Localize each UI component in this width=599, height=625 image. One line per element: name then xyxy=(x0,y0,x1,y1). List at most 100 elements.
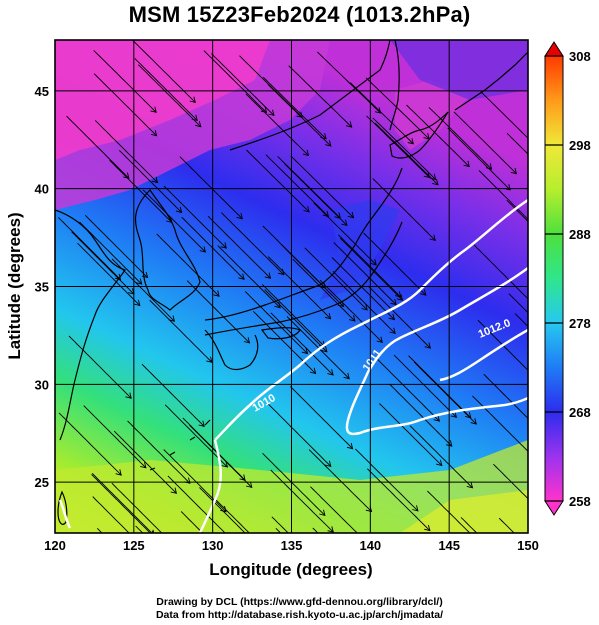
streamline xyxy=(480,91,528,139)
streamline xyxy=(290,386,353,450)
isobar-south xyxy=(198,439,222,533)
streamline-arrow xyxy=(564,190,570,196)
streamline-arrow xyxy=(114,273,122,281)
streamline-arrow xyxy=(199,246,207,253)
streamline-arrow xyxy=(141,271,149,279)
streamline-arrow xyxy=(361,304,368,311)
streamline xyxy=(264,289,328,353)
x-tick-label: 145 xyxy=(438,538,460,553)
streamline xyxy=(319,279,383,343)
streamline-arrow xyxy=(374,107,382,114)
x-tick-label: 135 xyxy=(281,538,303,553)
streamline-arrow xyxy=(274,301,281,309)
streamline xyxy=(186,280,250,344)
streamline xyxy=(262,452,326,516)
y-tick-label: 35 xyxy=(35,280,49,295)
streamline-arrow xyxy=(565,350,571,356)
streamline xyxy=(506,132,528,155)
y-axis-label: Latitude (degrees) xyxy=(5,212,24,359)
streamline-arrow xyxy=(412,505,419,512)
streamline xyxy=(286,316,350,380)
streamline-arrow xyxy=(175,206,183,214)
streamline xyxy=(447,127,511,191)
streamline xyxy=(111,482,163,533)
streamline xyxy=(118,150,182,213)
streamline xyxy=(283,163,348,226)
streamline xyxy=(245,93,309,156)
streamline xyxy=(262,225,326,289)
y-tick-label: 40 xyxy=(35,182,49,197)
streamline-arrow xyxy=(236,212,243,220)
plot-frame xyxy=(54,39,529,534)
streamline xyxy=(91,474,151,533)
streamline xyxy=(304,247,368,311)
y-tick-label: 45 xyxy=(35,84,49,99)
streamline-arrow xyxy=(192,582,198,588)
streamline xyxy=(92,496,130,533)
streamline xyxy=(66,115,130,179)
streamline xyxy=(331,257,395,320)
streamline xyxy=(246,149,310,213)
streamline xyxy=(156,233,220,297)
streamline-arrow xyxy=(321,345,328,353)
streamline-arrow xyxy=(154,585,160,591)
streamline-arrow xyxy=(256,544,262,550)
streamline xyxy=(376,358,440,422)
streamline-arrow xyxy=(333,584,339,590)
streamline-arrow xyxy=(484,547,490,553)
y-tick-labels: 25 30 35 40 45 xyxy=(35,84,49,490)
streamline xyxy=(460,517,478,533)
streamline-arrow xyxy=(538,148,544,154)
streamline-arrow xyxy=(243,337,251,344)
streamline xyxy=(367,285,431,349)
streamline-arrow xyxy=(301,347,309,355)
streamline-arrow xyxy=(324,312,332,320)
streamline-arrow xyxy=(556,575,562,581)
colorbar: 258 268 278 288 298 308 xyxy=(544,41,591,516)
streamline-arrow xyxy=(550,521,556,527)
streamline xyxy=(408,355,472,419)
streamline-arrow xyxy=(420,289,427,296)
streamline-arrow xyxy=(423,171,431,179)
streamline-arrow xyxy=(322,210,330,218)
streamline-arrow xyxy=(239,474,246,481)
streamline-arrow xyxy=(529,452,535,458)
streamline xyxy=(217,245,281,309)
streamline xyxy=(68,335,132,399)
streamline xyxy=(252,310,316,374)
streamline xyxy=(207,215,271,279)
streamline-arrow xyxy=(396,294,404,301)
streamline xyxy=(203,50,267,113)
streamline-arrow xyxy=(198,420,205,428)
streamline xyxy=(453,111,517,175)
streamline xyxy=(163,185,227,249)
isobar-taiwan xyxy=(58,499,72,529)
streamline xyxy=(179,156,243,220)
x-tick-label: 150 xyxy=(517,538,539,553)
streamline-arrow xyxy=(115,469,122,476)
streamline-arrow xyxy=(394,291,402,298)
streamline xyxy=(332,270,396,334)
streamline-arrow xyxy=(152,529,155,533)
streamline xyxy=(339,237,403,301)
streamline xyxy=(372,117,437,180)
streamline xyxy=(270,312,334,376)
streamline-arrow xyxy=(303,206,310,213)
streamline xyxy=(366,468,431,531)
streamline-arrow xyxy=(341,219,348,227)
streamline-arrow xyxy=(445,440,453,447)
streamline-arrow xyxy=(168,315,176,322)
colorbar-tick-label: 308 xyxy=(569,49,591,64)
streamline-arrow xyxy=(324,460,332,468)
streamline-arrow xyxy=(302,149,310,157)
streamline-arrow xyxy=(463,160,470,168)
streamline xyxy=(413,361,477,425)
streamline-arrow xyxy=(464,412,472,419)
streamline xyxy=(221,212,285,275)
streamline xyxy=(77,242,141,306)
streamline xyxy=(79,221,143,285)
streamline xyxy=(271,516,289,533)
streamline xyxy=(406,104,470,167)
streamline-arrow xyxy=(343,372,350,380)
